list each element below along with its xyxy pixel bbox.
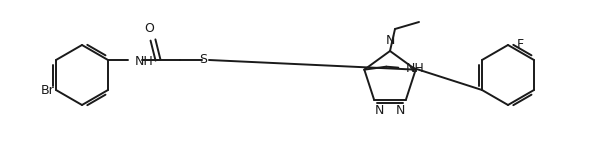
Text: O: O (144, 22, 154, 35)
Text: S: S (199, 53, 207, 65)
Text: NH: NH (405, 62, 424, 75)
Text: N: N (386, 34, 394, 47)
Text: F: F (517, 37, 524, 51)
Text: NH: NH (135, 55, 154, 67)
Text: N: N (375, 104, 384, 117)
Text: N: N (396, 104, 405, 117)
Text: Br: Br (40, 83, 54, 97)
